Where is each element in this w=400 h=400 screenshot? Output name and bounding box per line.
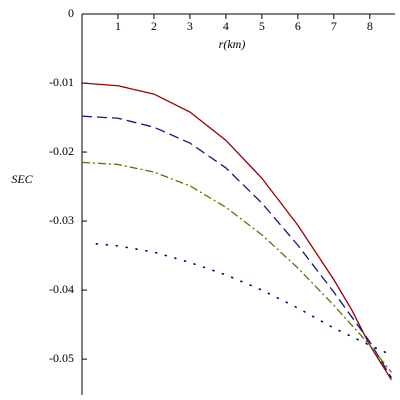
y-tick-label: -0.03: [49, 213, 74, 227]
series-line: [81, 115, 392, 379]
y-tick-label: 0: [68, 6, 74, 20]
x-tick-label: 1: [115, 19, 121, 33]
y-tick-label: -0.04: [49, 282, 74, 296]
y-tick-label: -0.05: [49, 351, 74, 365]
y-axis-label: SEC: [11, 172, 33, 186]
x-tick-label: 3: [187, 19, 193, 33]
series-line: [95, 243, 393, 356]
series-line: [81, 161, 392, 373]
x-tick-label: 4: [223, 19, 229, 33]
y-tick-label: -0.02: [49, 144, 74, 158]
x-axis-label: r(km): [219, 37, 246, 51]
y-tick-label: -0.01: [49, 75, 74, 89]
x-tick-label: 8: [367, 19, 373, 33]
x-tick-label: 6: [295, 19, 301, 33]
x-tick-label: 5: [259, 19, 265, 33]
series-line: [81, 82, 392, 381]
x-tick-label: 2: [151, 19, 157, 33]
x-tick-label: 7: [331, 19, 337, 33]
